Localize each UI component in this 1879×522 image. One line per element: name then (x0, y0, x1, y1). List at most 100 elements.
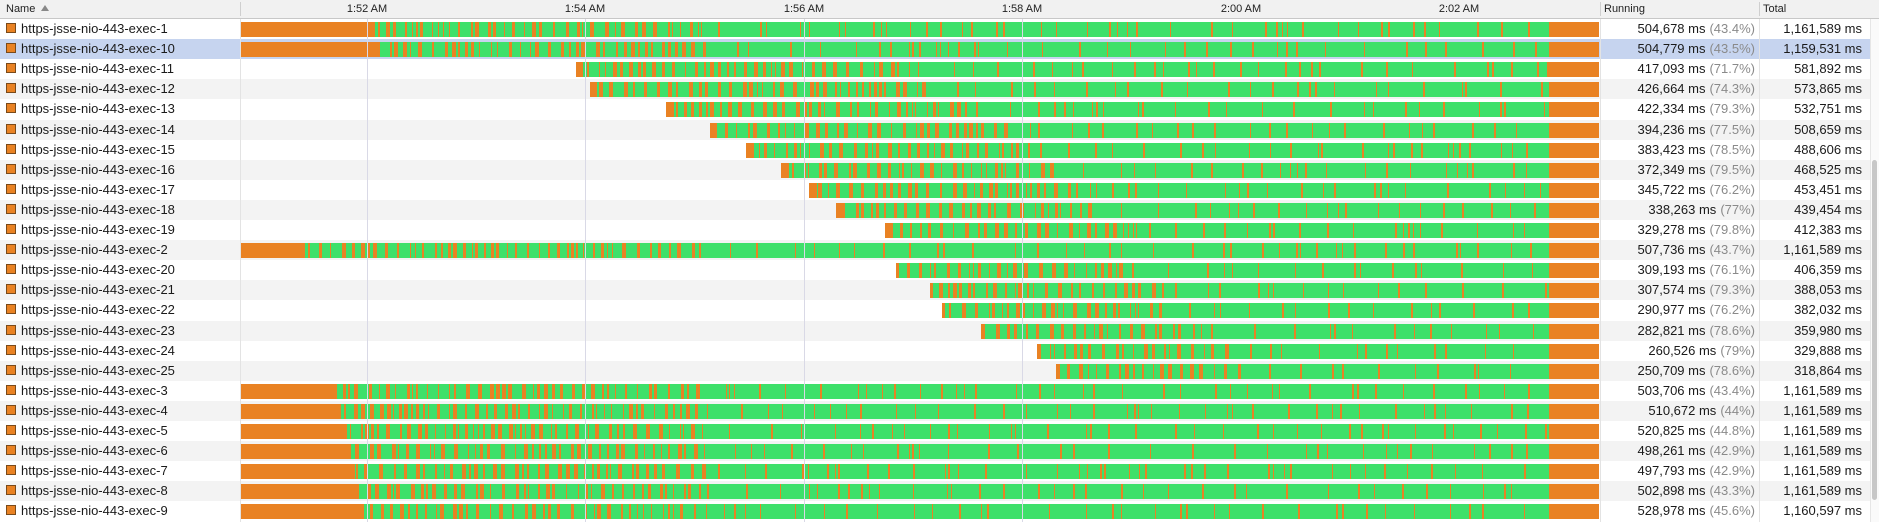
waiting-state-segment (1537, 62, 1539, 78)
waiting-state-segment (1073, 303, 1077, 319)
waiting-state-segment (435, 243, 437, 259)
running-state-segment (781, 162, 1549, 178)
waiting-state-segment (571, 243, 574, 259)
thread-row[interactable]: https-jsse-nio-443-exec-5 520,825 ms (44.8… (0, 421, 1879, 441)
thread-row[interactable]: https-jsse-nio-443-exec-14 394,236 ms (77.… (0, 119, 1879, 140)
thread-row[interactable]: https-jsse-nio-443-exec-3 503,706 ms (43.4… (0, 381, 1879, 401)
thread-row[interactable]: https-jsse-nio-443-exec-15 383,423 ms (78.… (0, 140, 1879, 160)
waiting-state-segment (1054, 182, 1058, 198)
waiting-state-segment (876, 202, 879, 218)
waiting-state-segment (604, 403, 605, 419)
waiting-state-segment (1076, 182, 1078, 198)
waiting-state-segment (1477, 22, 1479, 37)
waiting-state-segment (1007, 323, 1010, 339)
waiting-state-segment (1208, 283, 1209, 299)
thread-row[interactable]: https-jsse-nio-443-exec-22 290,977 ms (76.… (0, 300, 1879, 320)
waiting-state-segment (418, 42, 422, 58)
thread-row[interactable]: https-jsse-nio-443-exec-17 345,722 ms (76.… (0, 180, 1879, 200)
thread-row[interactable]: https-jsse-nio-443-exec-20 309,193 ms (76.… (0, 260, 1879, 280)
waiting-state-segment (932, 504, 933, 520)
waiting-state-segment (1411, 303, 1413, 319)
waiting-state-segment (680, 403, 682, 419)
waiting-state-segment (1105, 303, 1107, 319)
waiting-state-segment (1258, 263, 1259, 279)
waiting-state-segment (1328, 283, 1329, 299)
column-divider (240, 19, 241, 522)
waiting-state-segment (849, 162, 851, 178)
waiting-state-segment (1491, 202, 1493, 218)
thread-row[interactable]: https-jsse-nio-443-exec-4 510,672 ms (44%)… (0, 400, 1879, 421)
column-header-total[interactable]: Total (1763, 3, 1787, 15)
waiting-state-segment (1054, 484, 1055, 500)
waiting-state-segment (1500, 102, 1502, 118)
waiting-state-segment (645, 42, 648, 58)
waiting-state-segment (1385, 504, 1386, 520)
waiting-state-segment (1015, 243, 1016, 259)
thread-row[interactable]: https-jsse-nio-443-exec-6 498,261 ms (42.9… (0, 441, 1879, 462)
waiting-state-segment (1086, 263, 1087, 279)
waiting-state-segment (1547, 62, 1549, 78)
waiting-state-segment (1121, 484, 1123, 500)
waiting-state-segment (1158, 202, 1159, 218)
waiting-state-segment (938, 102, 939, 118)
waiting-state-segment (975, 383, 977, 399)
thread-row[interactable]: https-jsse-nio-443-exec-19 329,278 ms (79.… (0, 220, 1879, 240)
waiting-state-segment (814, 243, 815, 259)
waiting-state-segment (1445, 403, 1446, 419)
column-header-running[interactable]: Running (1604, 3, 1645, 15)
waiting-state-segment (371, 424, 374, 439)
thread-row[interactable]: https-jsse-nio-443-exec-7 497,793 ms (42.9… (0, 461, 1879, 481)
waiting-state-segment (1287, 22, 1288, 37)
thread-row[interactable]: https-jsse-nio-443-exec-21 307,574 ms (79.… (0, 280, 1879, 301)
waiting-state-segment (1549, 424, 1599, 439)
waiting-state-segment (1276, 22, 1278, 37)
waiting-state-segment (908, 142, 911, 158)
waiting-state-segment (1072, 122, 1073, 138)
waiting-state-segment (724, 504, 725, 520)
thread-row[interactable]: https-jsse-nio-443-exec-25 250,709 ms (78.… (0, 360, 1879, 381)
thread-name-label: https-jsse-nio-443-exec-4 (21, 402, 168, 418)
waiting-state-segment (1088, 363, 1089, 379)
waiting-state-segment (836, 182, 840, 198)
thread-row[interactable]: https-jsse-nio-443-exec-8 502,898 ms (43.3… (0, 481, 1879, 502)
waiting-state-segment (1002, 142, 1004, 158)
waiting-state-segment (1282, 22, 1283, 37)
waiting-state-segment (1227, 464, 1229, 480)
scrollbar-thumb[interactable] (1872, 160, 1877, 500)
waiting-state-segment (833, 62, 837, 78)
thread-row[interactable]: https-jsse-nio-443-exec-16 372,349 ms (79.… (0, 159, 1879, 180)
thread-name: https-jsse-nio-443-exec-1 (6, 19, 238, 39)
running-state-segment (241, 42, 1549, 58)
thread-row[interactable]: https-jsse-nio-443-exec-12 426,664 ms (74.… (0, 79, 1879, 100)
thread-name: https-jsse-nio-443-exec-21 (6, 280, 238, 300)
thread-name: https-jsse-nio-443-exec-12 (6, 79, 238, 99)
waiting-state-segment (1084, 243, 1085, 259)
waiting-state-segment (621, 504, 623, 520)
waiting-state-segment (1334, 323, 1336, 339)
waiting-state-segment (1050, 323, 1054, 339)
running-time-cell: 260,526 ms (79%) (1605, 341, 1755, 361)
thread-row[interactable]: https-jsse-nio-443-exec-1 504,678 ms (43.4… (0, 19, 1879, 39)
thread-name-label: https-jsse-nio-443-exec-16 (21, 161, 175, 177)
waiting-state-segment (548, 42, 551, 58)
waiting-state-segment (1362, 142, 1364, 158)
waiting-state-segment (959, 504, 961, 520)
waiting-state-segment (668, 383, 670, 399)
waiting-state-segment (490, 383, 494, 399)
column-header-name[interactable]: Name (6, 0, 236, 18)
thread-row[interactable]: https-jsse-nio-443-exec-9 528,978 ms (45.6… (0, 501, 1879, 521)
waiting-state-segment (812, 62, 815, 78)
thread-row[interactable]: https-jsse-nio-443-exec-18 338,263 ms (77%… (0, 199, 1879, 220)
waiting-state-segment (979, 484, 981, 500)
thread-row[interactable]: https-jsse-nio-443-exec-24 260,526 ms (79%… (0, 341, 1879, 361)
thread-row[interactable]: https-jsse-nio-443-exec-23 282,821 ms (78.… (0, 320, 1879, 341)
thread-row[interactable]: https-jsse-nio-443-exec-13 422,334 ms (79.… (0, 99, 1879, 119)
thread-row[interactable]: https-jsse-nio-443-exec-10 504,779 ms (43.… (0, 39, 1879, 60)
thread-row[interactable]: https-jsse-nio-443-exec-2 507,736 ms (43.7… (0, 240, 1879, 261)
waiting-state-segment (528, 484, 529, 500)
waiting-state-segment (680, 424, 681, 439)
running-time-cell: 250,709 ms (78.6%) (1605, 361, 1755, 381)
waiting-state-segment (300, 22, 302, 37)
waiting-state-segment (493, 22, 496, 37)
thread-row[interactable]: https-jsse-nio-443-exec-11 417,093 ms (71.… (0, 59, 1879, 79)
